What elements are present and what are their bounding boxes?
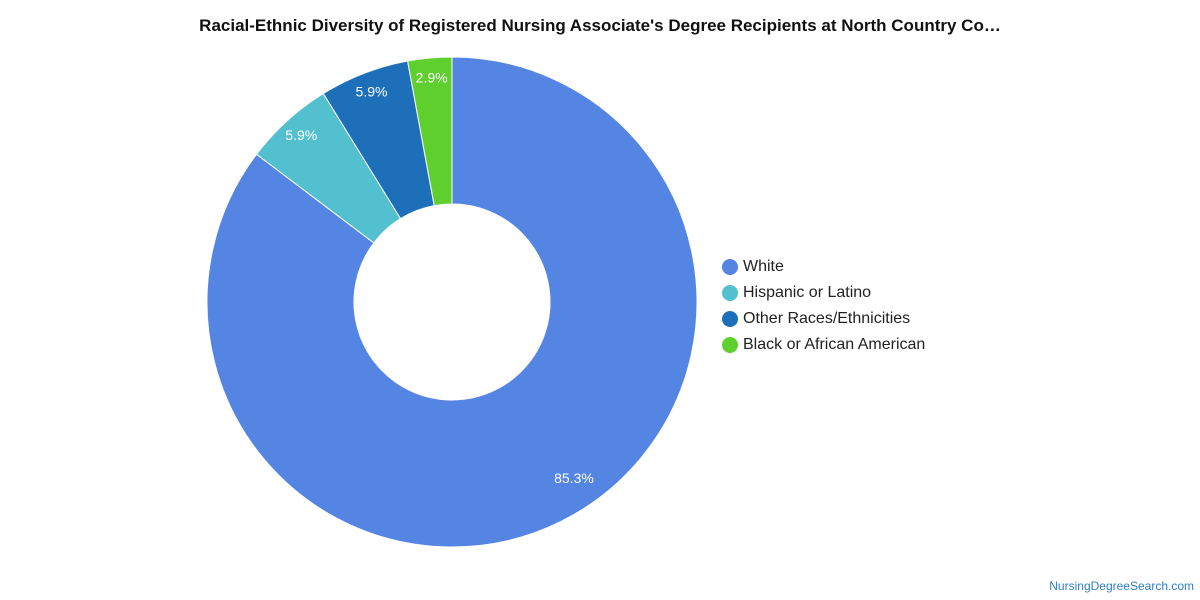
legend-swatch-hispanic-or-latino [722, 285, 738, 301]
legend-label-other-races-ethnicities: Other Races/Ethnicities [743, 310, 911, 327]
legend-swatch-white [722, 259, 738, 275]
legend-item-hispanic-or-latino[interactable]: Hispanic or Latino [722, 280, 925, 306]
legend-label-hispanic-or-latino: Hispanic or Latino [743, 284, 872, 301]
legend-item-white[interactable]: White [722, 254, 925, 280]
site-watermark-link[interactable]: NursingDegreeSearch.com [1049, 579, 1194, 593]
donut-slice-black-or-african-american[interactable] [407, 56, 453, 207]
slice-label-black-or-african-american: 2.9% [416, 70, 448, 86]
chart-title: Racial-Ethnic Diversity of Registered Nu… [199, 16, 1001, 35]
legend-item-black-or-african-american[interactable]: Black or African American [722, 332, 925, 358]
legend-swatch-black-or-african-american [722, 337, 738, 353]
legend-label-white: White [743, 258, 784, 275]
donut-slice-white[interactable] [206, 56, 698, 548]
legend-item-other-races-ethnicities[interactable]: Other Races/Ethnicities [722, 306, 925, 332]
legend-label-black-or-african-american: Black or African American [743, 336, 926, 353]
slice-label-hispanic-or-latino: 5.9% [285, 127, 317, 143]
legend-swatch-other-races-ethnicities [722, 311, 738, 327]
slice-label-white: 85.3% [554, 470, 594, 486]
chart-legend: White Hispanic or Latino Other Races/Eth… [722, 254, 925, 358]
slice-label-other-races-ethnicities: 5.9% [356, 84, 388, 100]
